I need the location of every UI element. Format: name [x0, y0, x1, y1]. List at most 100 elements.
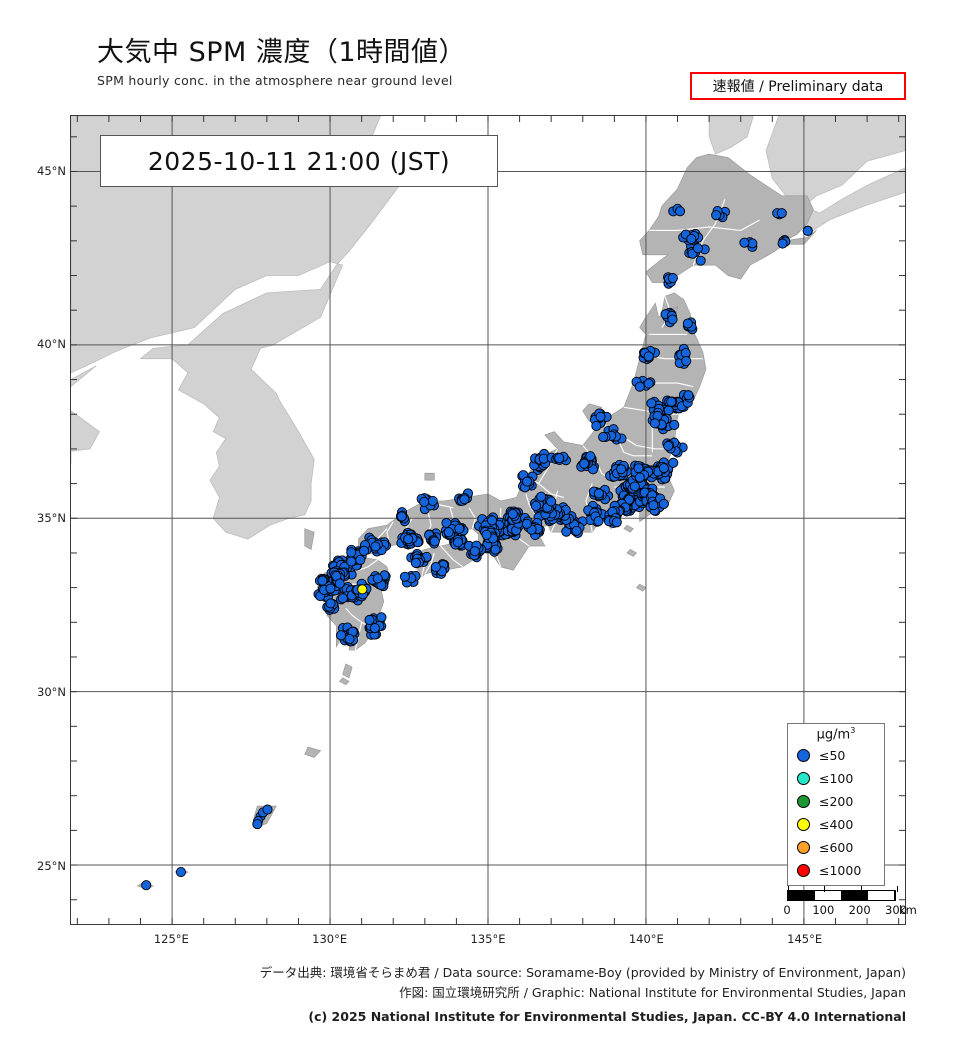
footer-copyright: (c) 2025 National Institute for Environm… [308, 1008, 906, 1024]
scale-segment-4 [868, 891, 895, 900]
station-point[interactable] [658, 498, 669, 509]
station-point[interactable] [469, 546, 480, 557]
station-point[interactable] [459, 494, 470, 505]
legend-color-swatch [797, 794, 810, 808]
station-point[interactable] [419, 496, 430, 507]
latitude-tick-label: 25°N [37, 858, 66, 873]
station-point[interactable] [643, 378, 654, 389]
station-point[interactable] [358, 545, 370, 556]
station-point[interactable] [683, 390, 694, 401]
station-point[interactable] [777, 238, 788, 249]
station-point[interactable] [521, 518, 532, 529]
station-point[interactable] [593, 516, 604, 527]
station-point[interactable] [522, 476, 533, 487]
station-point[interactable] [711, 210, 722, 221]
station-point[interactable] [546, 496, 557, 507]
station-point[interactable] [668, 457, 679, 468]
station-point[interactable] [370, 541, 381, 552]
latitude-tick-label: 30°N [37, 685, 66, 700]
station-point[interactable] [344, 633, 355, 645]
station-point[interactable] [739, 237, 750, 248]
station-point[interactable] [658, 463, 669, 474]
title-block: 大気中 SPM 濃度（1時間値） SPM hourly conc. in the… [97, 38, 466, 88]
station-point[interactable] [536, 491, 547, 502]
station-point[interactable] [669, 419, 680, 430]
station-point[interactable] [337, 593, 348, 604]
station-point[interactable] [663, 405, 674, 416]
station-point[interactable] [666, 396, 677, 407]
footer-data-source: データ出典: 環境省そらまめ君 / Data source: Soramame-… [259, 965, 906, 980]
station-point[interactable] [443, 527, 454, 538]
station-point[interactable] [695, 255, 706, 266]
station-point[interactable] [399, 571, 410, 582]
station-point[interactable] [334, 578, 345, 589]
station-point[interactable] [634, 381, 645, 392]
station-point[interactable] [346, 547, 357, 558]
station-point[interactable] [141, 880, 152, 891]
station-point[interactable] [507, 508, 518, 520]
station-point[interactable] [692, 243, 703, 254]
station-point[interactable] [396, 511, 407, 522]
station-point[interactable] [634, 472, 645, 483]
station-point[interactable] [490, 544, 501, 555]
station-point[interactable] [633, 463, 644, 474]
station-point[interactable] [554, 453, 565, 464]
station-point[interactable] [802, 225, 813, 236]
station-point[interactable] [481, 529, 492, 540]
station-point[interactable] [325, 583, 336, 594]
station-point[interactable] [452, 537, 464, 548]
station-point[interactable] [591, 420, 602, 431]
station-point[interactable] [663, 440, 674, 452]
station-point[interactable] [410, 557, 421, 568]
station-point[interactable] [611, 517, 622, 528]
station-point[interactable] [355, 554, 366, 565]
station-point[interactable] [649, 418, 660, 429]
station-point[interactable] [643, 351, 654, 362]
station-point[interactable] [595, 411, 606, 422]
station-point[interactable] [530, 500, 541, 511]
scale-tick [860, 886, 862, 892]
station-point[interactable] [598, 431, 609, 443]
station-point[interactable] [372, 573, 383, 584]
station-point[interactable] [252, 819, 263, 830]
station-point[interactable] [682, 318, 693, 329]
station-point[interactable] [648, 500, 659, 511]
station-point[interactable] [686, 233, 697, 245]
station-point[interactable] [336, 630, 347, 641]
station-point[interactable] [571, 525, 582, 536]
station-point[interactable] [325, 598, 336, 609]
station-point[interactable] [667, 314, 678, 325]
station-point[interactable] [376, 612, 387, 623]
station-point[interactable] [616, 464, 627, 475]
station-points-group[interactable] [141, 203, 813, 891]
station-point[interactable] [317, 575, 328, 586]
station-point[interactable] [579, 458, 590, 469]
latitude-tick-label: 45°N [37, 163, 66, 178]
legend-item-label: ≤200 [819, 793, 854, 809]
station-point[interactable] [364, 614, 375, 625]
station-point[interactable] [776, 208, 787, 219]
station-point[interactable] [429, 536, 440, 547]
legend-item: ≤600 [788, 836, 884, 859]
station-point[interactable] [175, 866, 186, 878]
station-point[interactable] [646, 398, 657, 409]
station-point[interactable] [675, 206, 686, 217]
station-point[interactable] [427, 495, 438, 506]
station-point[interactable] [403, 534, 414, 545]
station-point[interactable] [369, 623, 380, 634]
legend-unit-label: µg/m3 [788, 726, 884, 743]
station-point[interactable] [629, 481, 640, 492]
station-point[interactable] [262, 804, 273, 815]
station-point[interactable] [593, 488, 604, 499]
station-point[interactable] [487, 515, 498, 526]
scale-unit-label: km [899, 903, 917, 917]
legend-item-label: ≤50 [819, 747, 846, 763]
station-point[interactable] [454, 523, 465, 534]
map-plot-area[interactable] [70, 115, 906, 925]
station-point[interactable] [357, 584, 368, 595]
station-point[interactable] [585, 451, 596, 462]
station-point[interactable] [430, 562, 441, 573]
station-point[interactable] [667, 273, 678, 284]
station-point[interactable] [346, 556, 357, 567]
station-point[interactable] [681, 356, 692, 367]
